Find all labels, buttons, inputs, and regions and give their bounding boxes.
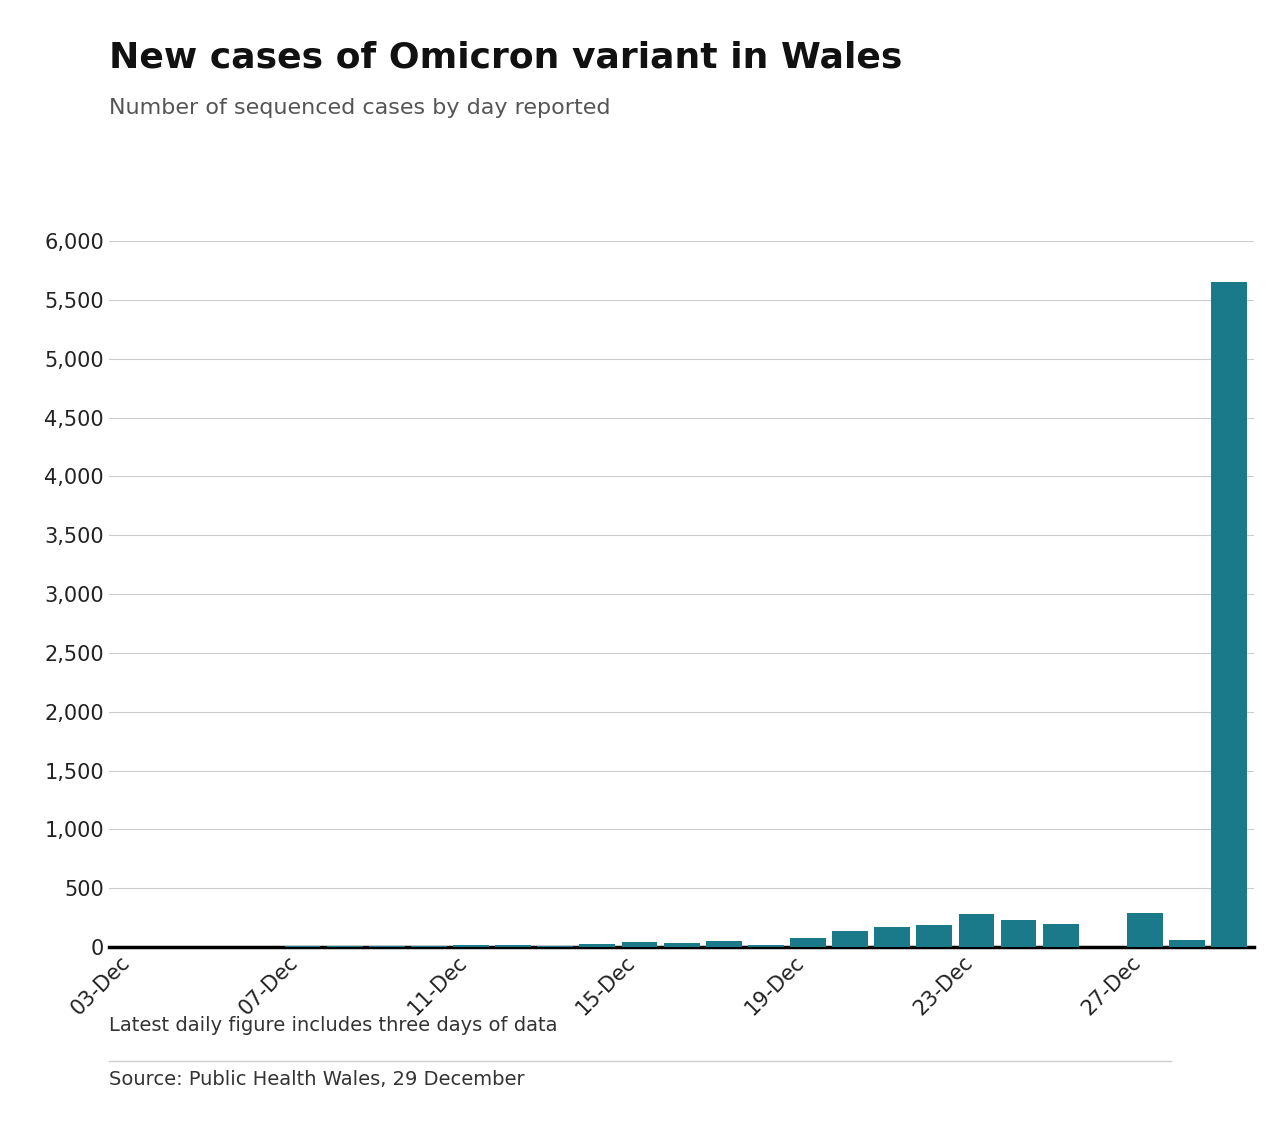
Bar [411, 946, 447, 947]
Bar [1001, 920, 1037, 947]
Bar [1126, 913, 1162, 947]
Bar [453, 945, 489, 947]
Bar [874, 928, 910, 947]
Text: New cases of Omicron variant in Wales: New cases of Omicron variant in Wales [109, 40, 902, 75]
Bar [1043, 923, 1079, 947]
Text: Source: Public Health Wales, 29 December: Source: Public Health Wales, 29 December [109, 1070, 525, 1089]
Bar [748, 945, 783, 947]
Bar [495, 945, 531, 947]
Bar [790, 938, 826, 947]
Bar [622, 943, 658, 947]
Bar [959, 914, 995, 947]
Bar [916, 925, 952, 947]
Bar [705, 940, 741, 947]
Bar [1211, 282, 1247, 947]
Bar [664, 943, 699, 947]
Text: Number of sequenced cases by day reported: Number of sequenced cases by day reporte… [109, 98, 611, 117]
Text: Latest daily figure includes three days of data: Latest daily figure includes three days … [109, 1016, 557, 1035]
Bar [538, 946, 573, 947]
Bar [580, 944, 616, 947]
Bar [1169, 940, 1204, 947]
Text: BBC: BBC [1128, 1094, 1174, 1115]
Bar [832, 931, 868, 947]
